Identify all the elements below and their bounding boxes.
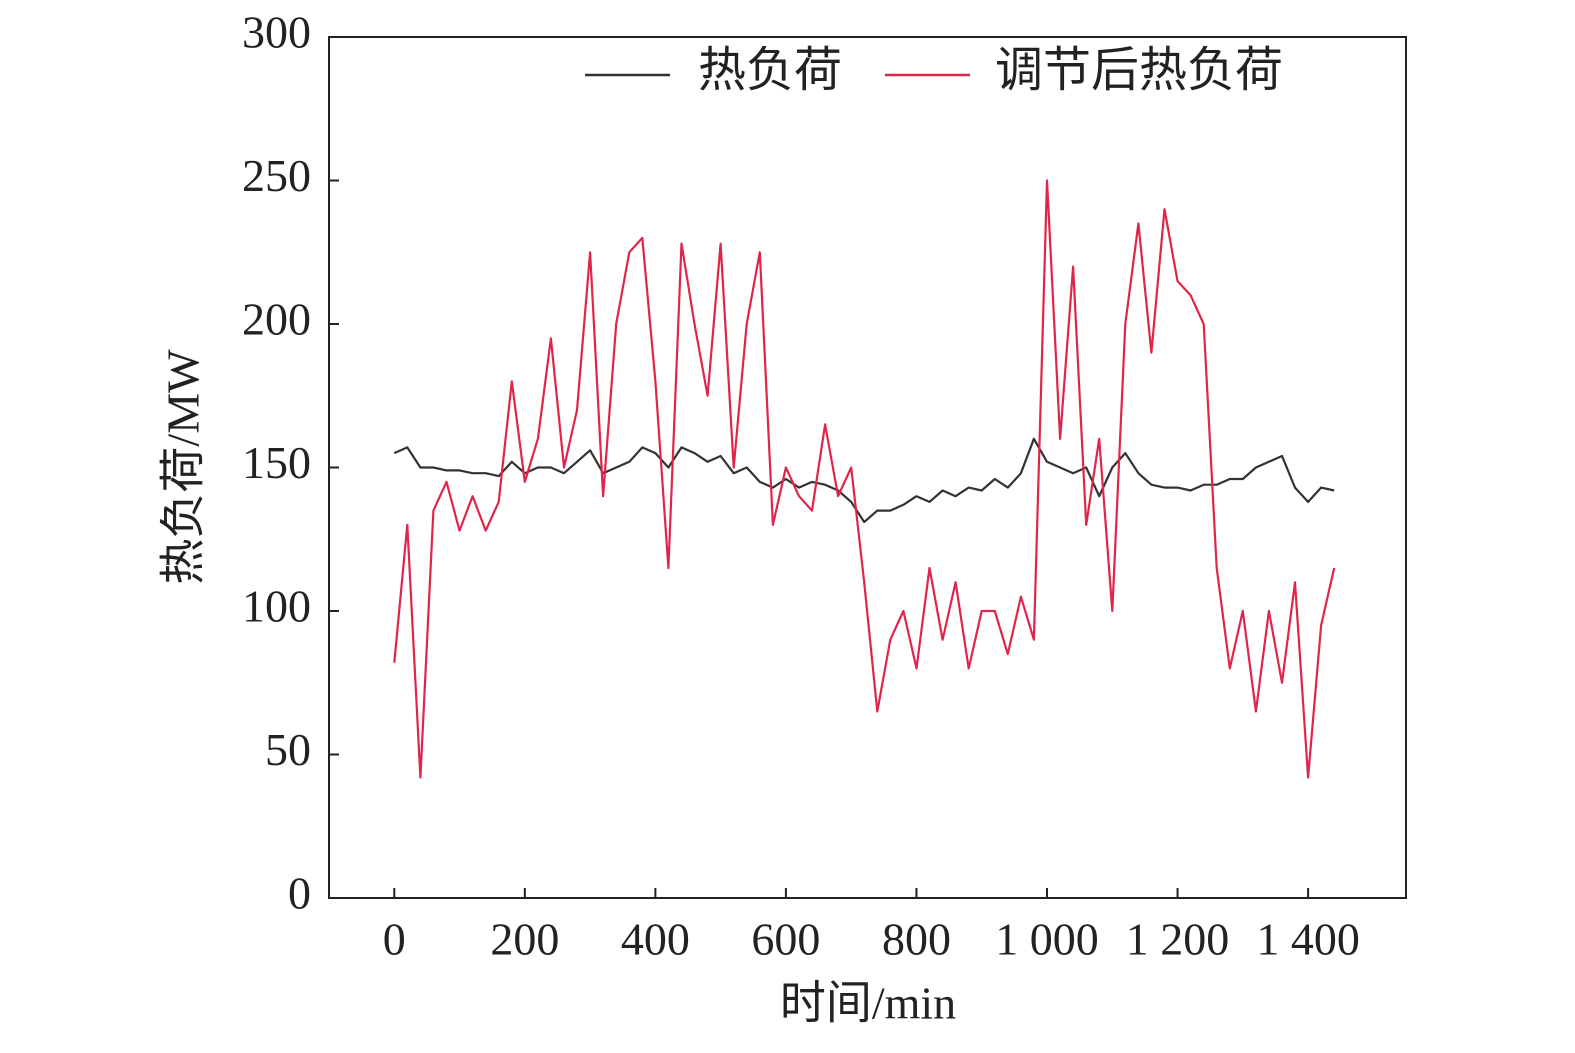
y-tick-label: 0 <box>288 868 311 919</box>
series-line <box>393 437 1335 524</box>
x-tick-label: 1 000 <box>995 914 1099 965</box>
legend-label: 热负荷 <box>698 44 842 97</box>
series-line <box>393 179 1336 779</box>
x-tick-label: 0 <box>383 914 406 965</box>
x-axis-label: 时间/min <box>780 978 956 1029</box>
x-tick-label: 800 <box>882 914 951 965</box>
y-tick-label: 150 <box>242 437 311 488</box>
y-tick-label: 300 <box>242 7 311 58</box>
y-tick-label: 250 <box>242 150 311 201</box>
y-tick-label: 200 <box>242 294 311 345</box>
x-tick-label: 400 <box>621 914 690 965</box>
y-tick-label: 100 <box>242 581 311 632</box>
legend-label: 调节后热负荷 <box>995 44 1283 97</box>
x-tick-label: 1 200 <box>1126 914 1230 965</box>
y-tick-label: 50 <box>265 724 311 775</box>
x-tick-label: 1 400 <box>1256 914 1360 965</box>
y-axis-label: 热负荷/MW <box>158 349 209 585</box>
x-tick-label: 600 <box>751 914 820 965</box>
x-tick-label: 200 <box>490 914 559 965</box>
plot-frame <box>328 36 1407 899</box>
